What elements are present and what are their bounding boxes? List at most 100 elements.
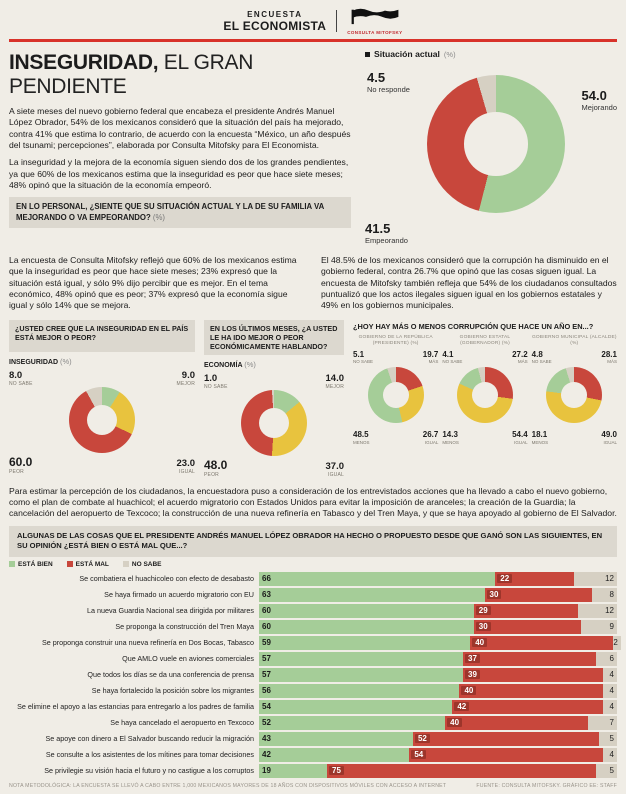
segment-esta-mal: 40 [470,635,614,650]
bar-row: Se haya firmado un acuerdo migratorio co… [9,587,617,602]
legend-gray-swatch-icon [122,561,129,568]
segment-esta-bien: 63 [259,587,485,602]
gov-republica-col: GOBIERNO DE LA REPÚBLICA (PRESIDENTE) (%… [353,335,438,446]
gov-estatal-col: GOBIERNO ESTATAL (GOBERNADOR) (%) 27.2 MÁ… [442,335,527,446]
question-inseguridad: ¿USTED CREE QUE LA INSEGURIDAD EN EL PAÍ… [9,319,195,352]
masthead-divider [336,10,338,32]
bar-track: 57 39 4 [259,667,617,682]
bar-track: 63 30 8 [259,587,617,602]
segment-no-sabe: 9 [581,619,617,634]
chart-title: Situación actual (%) [365,49,617,59]
logo-text: CONSULTA MITOFSKY [347,30,403,35]
gov-municipal-col: GOBIERNO MUNICIPAL (ALCALDE) (%) 28.1 MÁS… [532,335,617,446]
segment-esta-mal: 75 [327,763,596,778]
gov-donuts-row: GOBIERNO DE LA REPÚBLICA (PRESIDENTE) (%… [353,335,617,446]
inseguridad-donut-ring [69,386,135,453]
segment-no-sabe: 4 [602,683,617,698]
gob-estatal-donut-chart: 27.2 MÁS 54.4 IGUAL 14.3 MENOS 4.1 NO SABE [442,350,527,446]
donut-hole [464,112,528,176]
methodology-note: NOTA METODOLÓGICA: LA ENCUESTA SE LLEVÓ … [9,782,447,789]
segment-esta-mal: 52 [412,731,600,746]
segment-no-sabe: 4 [602,699,617,714]
donut-hole [561,381,588,408]
gov-municipal-title: GOBIERNO MUNICIPAL (ALCALDE) [531,334,617,340]
segment-no-sabe: 12 [574,571,617,586]
donut-label-no-sabe: 5.1 NO SABE [353,349,374,365]
legend-green-swatch-icon [9,561,15,568]
bar-track: 43 52 5 [259,731,617,746]
gov-municipal-unit: (%) [570,340,579,346]
segment-esta-mal-value: 40 [461,686,477,696]
question-corrupcion: ¿HOY HAY MÁS O MENOS CORRUPCIÓN QUE HACE… [353,321,594,331]
page-title-strong: INSEGURIDAD, [9,51,159,74]
donut-label-no-sabe: 4.8 NO SABE [531,349,552,365]
segment-no-sabe: 4 [602,747,617,762]
masthead: ENCUESTA EL ECONOMISTA CONSULTA MITOFSKY [9,5,617,37]
bar-row-label: Se haya cancelado el aeropuerto en Texco… [110,717,254,727]
mid-paragraph-right: El 48.5% de los mexicanos consideró que … [321,255,617,311]
bars-question-header: ALGUNAS DE LAS COSAS QUE EL PRESIDENTE A… [9,526,617,557]
segment-esta-bien: 19 [259,763,328,778]
bar-row: Se privilegie su visión hacia el futuro … [9,763,617,778]
bar-row: Se elimine el apoyo a las estancias para… [9,699,617,714]
donut-hole [258,407,290,438]
donut-label-no-sabe: 4.1 NO SABE [442,349,463,365]
legend-esta-bien-label: ESTÁ BIEN [18,560,53,568]
segment-no-sabe: 4 [602,667,617,682]
mid-paragraph-left: La encuesta de Consulta Mitofsky reflejó… [9,255,297,311]
inseguridad-label-unit: (%) [59,356,72,366]
gob_republica-donut-ring [367,366,424,423]
footer: NOTA METODOLÓGICA: LA ENCUESTA SE LLEVÓ … [9,783,617,789]
bar-track: 42 54 4 [259,747,617,762]
mitofsky-logo: CONSULTA MITOFSKY [347,7,402,35]
donut-label-menos: 18.1 MENOS [531,430,549,445]
page-title-rest: EL GRAN PENDIENTE [9,51,254,98]
bar-track: 19 75 5 [259,763,617,778]
bar-row-label: Se proponga construir una nueva refinerí… [41,637,254,647]
segment-esta-mal: 30 [473,619,582,634]
segment-esta-bien: 43 [259,731,413,746]
bar-track: 66 22 12 [259,571,617,586]
segment-esta-mal: 37 [463,651,596,666]
legend-no-sabe: NO SABE [122,561,162,568]
donut-label-no-sabe: 1.0 NO SABE [204,372,228,390]
gov-estatal-title: GOBIERNO ESTATAL (GOBERNADOR) [459,334,511,346]
donut-label-peor: 60.0 PEOR [9,455,33,475]
bar-track: 52 40 7 [259,715,617,730]
segment-no-sabe: 7 [588,715,617,730]
bar-row-label: Se consulte a los asistentes de los míti… [45,749,254,759]
gob_municipal-donut-ring [546,366,603,423]
segment-esta-mal: 30 [484,587,592,602]
situacion-donut-chart: 54.0 Mejorando 41.5 Empeorando 4.5 No respond… [365,59,617,247]
segment-esta-mal: 54 [409,747,603,762]
segment-esta-mal-value: 54 [411,750,427,760]
economia-donut-chart: 14.0 MEJOR 37.0 IGUAL 48.0 PEOR 1.0 NO SABE [204,373,344,479]
gob-republica-donut-chart: 19.7 MÁS 26.7 IGUAL 48.5 MENOS 5.1 NO SABE [353,350,438,446]
intro-paragraph-1: A siete meses del nuevo gobierno federal… [9,106,351,151]
donut-label-mejorando: 54.0 Mejorando [581,88,617,112]
segment-esta-mal-value: 39 [465,670,480,680]
small-charts-row: ¿USTED CREE QUE LA INSEGURIDAD EN EL PAÍ… [9,319,617,479]
donut-label-igual: 26.7 IGUAL [422,430,439,445]
economia-label: ECONOMÍA (%) [204,360,344,369]
segment-esta-bien: 52 [259,715,446,730]
bar-row: Se combatiera el huachicoleo con efecto … [9,571,617,586]
intro-paragraph-2: La inseguridad y la mejora de la economí… [9,157,349,191]
bar-row: Que AMLO vuele en aviones comerciales 57 3… [9,651,617,666]
bar-row: Se haya fortalecido la posición sobre lo… [9,683,617,698]
bar-row-label: Que todos los días se da una conferencia… [87,669,254,679]
donut-label-igual: 49.0 IGUAL [601,430,617,445]
bar-track: 59 40 2 [259,635,621,650]
segment-esta-mal-value: 29 [475,606,491,616]
stacked-bar-chart: Se combatiera el huachicoleo con efecto … [9,571,621,778]
mid-text-row: La encuesta de Consulta Mitofsky reflejó… [9,255,617,312]
corrupcion-column: ¿HOY HAY MÁS O MENOS CORRUPCIÓN QUE HACE… [353,320,617,479]
question-personal: EN LO PERSONAL, ¿SIENTE QUE SU SITUACIÓN… [9,197,351,228]
masthead-kicker: ENCUESTA [247,9,303,19]
bar-row-label: Se haya firmado un acuerdo migratorio co… [104,589,254,599]
bar-track: 60 30 9 [259,619,617,634]
bar-row: Se proponga construir una nueva refinerí… [9,635,621,650]
bars-legend: ESTÁ BIEN ESTÁ MAL NO SABE [9,561,617,568]
segment-esta-bien: 54 [259,699,453,714]
donut-label-menos: 48.5 MENOS [353,430,370,445]
